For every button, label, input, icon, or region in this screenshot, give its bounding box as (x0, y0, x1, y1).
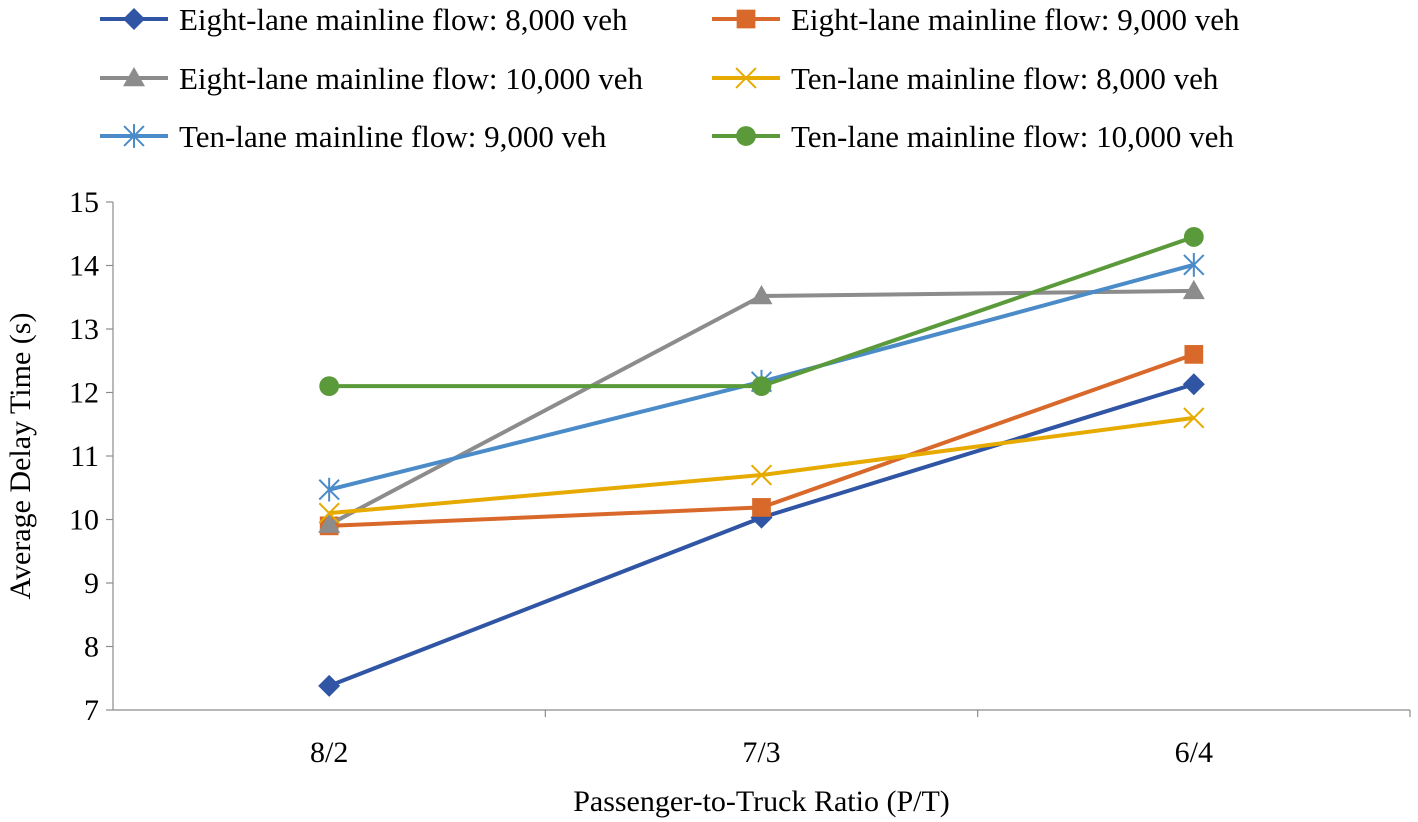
legend-label: Eight-lane mainline flow: 9,000 veh (791, 2, 1240, 37)
y-tick-label: 13 (69, 313, 99, 346)
legend-item: Eight-lane mainline flow: 8,000 veh (100, 2, 628, 37)
legend-item: Ten-lane mainline flow: 10,000 veh (712, 119, 1234, 154)
y-tick-label: 10 (69, 504, 99, 537)
series-3 (318, 279, 1205, 533)
legend-marker (736, 126, 756, 146)
legend-label: Ten-lane mainline flow: 8,000 veh (791, 61, 1219, 96)
data-point (1183, 252, 1205, 277)
data-point (318, 513, 341, 533)
legend-marker (736, 9, 756, 29)
series-line (328, 382, 1195, 688)
legend-marker (735, 67, 757, 89)
x-tick-label: 7/3 (742, 736, 780, 769)
legend-label: Eight-lane mainline flow: 10,000 veh (179, 61, 644, 96)
y-tick-label: 14 (69, 250, 99, 283)
x-tick-label: 8/2 (310, 736, 348, 769)
data-point (1184, 345, 1204, 364)
y-tick-label: 7 (84, 694, 99, 727)
data-point (750, 506, 773, 529)
legend-marker (123, 67, 145, 87)
series-1 (318, 373, 1205, 697)
y-tick-label: 8 (84, 631, 99, 664)
data-point (752, 498, 771, 517)
series-4 (318, 407, 1205, 524)
y-tick-label: 12 (69, 377, 99, 410)
legend-item: Ten-lane mainline flow: 9,000 veh (100, 119, 607, 154)
series-line (328, 288, 1194, 527)
data-point (1182, 279, 1205, 300)
data-point (750, 284, 773, 305)
legend: Eight-lane mainline flow: 8,000 veh Eight… (100, 2, 1240, 154)
data-point (751, 376, 772, 397)
legend-marker (123, 124, 145, 148)
x-axis-title: Passenger-to-Truck Ratio (P/T) (573, 785, 950, 818)
series-layer (318, 227, 1205, 697)
y-tick-label: 11 (70, 440, 99, 473)
data-point (319, 376, 340, 397)
x-tick-label: 6/4 (1175, 736, 1213, 769)
series-6 (319, 227, 1204, 397)
legend-item: Eight-lane mainline flow: 10,000 veh (100, 61, 644, 96)
data-point (1183, 227, 1204, 247)
data-point (750, 464, 773, 486)
data-point (318, 477, 340, 502)
axes: 7 8 9 10 11 12 13 14 15 8/2 7/3 6/4 (69, 186, 1411, 769)
y-axis-title: Average Delay Time (s) (4, 313, 37, 600)
legend-label: Eight-lane mainline flow: 8,000 veh (179, 2, 628, 37)
data-point (1183, 407, 1205, 429)
y-tick-label: 9 (84, 567, 99, 600)
legend-item: Ten-lane mainline flow: 8,000 veh (712, 61, 1219, 96)
data-point (1182, 373, 1205, 396)
legend-marker (123, 8, 145, 30)
series-line (329, 235, 1195, 389)
y-tick-label: 15 (69, 186, 99, 219)
legend-item: Eight-lane mainline flow: 9,000 veh (712, 2, 1240, 37)
data-point (318, 502, 340, 524)
data-point (318, 674, 341, 697)
legend-label: Ten-lane mainline flow: 9,000 veh (179, 119, 607, 154)
legend-label: Ten-lane mainline flow: 10,000 veh (791, 119, 1234, 154)
